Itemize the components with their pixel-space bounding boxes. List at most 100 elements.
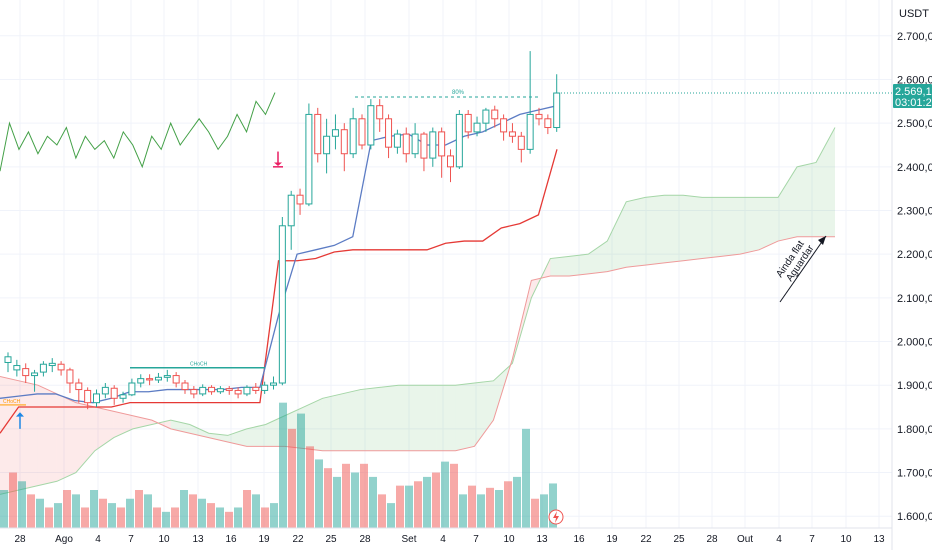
y-tick-label: 1.600,00: [897, 511, 932, 523]
candle-body: [508, 131, 516, 137]
cloud-segment: [75, 402, 95, 473]
cloud-segment: [664, 195, 684, 263]
cloud-segment: [360, 387, 380, 451]
candle-body: [208, 386, 216, 393]
candle-body: [93, 393, 100, 404]
cloud-segment: [569, 254, 589, 277]
x-tick-label: 13: [873, 534, 885, 545]
candle-body: [553, 92, 561, 129]
volume-bar: [531, 498, 539, 528]
candle-body: [420, 133, 428, 159]
x-tick-label: 28: [706, 534, 718, 545]
candle-body: [66, 369, 74, 384]
y-tick-label: 2.200,00: [897, 249, 932, 261]
volume-bar: [261, 507, 269, 528]
cloud-segment: [778, 166, 798, 242]
volume-bar: [414, 481, 422, 528]
conversion-line: [0, 105, 558, 404]
candle-body: [181, 382, 189, 391]
x-tick-label: 10: [158, 534, 170, 545]
volume-bar: [108, 503, 116, 528]
note-arrow-line: [779, 235, 827, 303]
volume-bar: [387, 503, 395, 528]
candle-body: [225, 388, 233, 391]
volume-bar: [27, 494, 35, 528]
volume-bar: [225, 511, 233, 528]
candle-body: [367, 105, 375, 146]
bos-label: CHoCH: [190, 362, 208, 368]
volume-bar: [297, 413, 305, 528]
volume-bar: [126, 498, 134, 528]
cloud-segment: [683, 195, 703, 261]
cloud-segment: [18, 380, 38, 491]
volume-bar: [9, 472, 17, 528]
candle-body: [22, 368, 30, 377]
x-tick-label: 19: [606, 534, 618, 545]
candle-body: [172, 375, 180, 384]
candle-body: [190, 389, 198, 395]
x-tick-label: 25: [325, 534, 337, 545]
candle-body: [128, 382, 136, 396]
note-arrow-head-icon: [818, 236, 826, 245]
candle-body: [402, 133, 410, 155]
candle-body: [491, 109, 499, 120]
countdown-timer: 03:01:24: [895, 97, 932, 109]
cloud-segment: [398, 385, 418, 451]
cloud-lower-line: [0, 236, 835, 452]
candle-body: [57, 363, 65, 371]
candle-body: [84, 389, 92, 404]
volume-bar: [324, 468, 332, 528]
candle-body: [48, 362, 56, 367]
candle-body: [119, 394, 127, 399]
currency-label: USDT: [899, 8, 929, 20]
candle-body: [278, 225, 286, 384]
cloud-segment: [0, 376, 19, 495]
cloud-segment: [816, 127, 835, 237]
volume-bar: [315, 459, 323, 528]
volume-bar: [252, 494, 260, 528]
candle-body: [464, 113, 472, 133]
base-line: [0, 149, 558, 434]
volume-bar: [369, 476, 377, 528]
x-tick-label: 10: [840, 534, 852, 545]
y-tick-label: 2.400,00: [897, 162, 932, 174]
volume-bar: [333, 476, 341, 528]
buy-arrow-head-icon: [16, 412, 24, 417]
lagging-span-line: [0, 92, 276, 172]
candle-body: [154, 376, 162, 381]
candle-body: [526, 113, 534, 150]
x-tick-label: 7: [473, 534, 479, 545]
volume-bar: [207, 503, 215, 528]
low-choch-label: CHoCH: [3, 399, 21, 405]
volume-bar: [477, 494, 485, 528]
x-tick-label: 4: [440, 534, 446, 545]
volume-bar: [495, 490, 503, 528]
x-tick-label: Set: [401, 534, 416, 545]
volume-bar: [504, 481, 512, 528]
volume-bar: [162, 511, 170, 528]
x-tick-label: 22: [292, 534, 304, 545]
x-tick-label: 7: [128, 534, 134, 545]
volume-bar: [378, 494, 386, 528]
candle-body: [4, 356, 12, 363]
cloud-segment: [588, 241, 608, 274]
cloud-segment: [759, 197, 779, 250]
volume-bar: [117, 507, 125, 528]
candle-body: [137, 378, 145, 384]
cloud-segment: [246, 424, 266, 447]
volume-bar: [513, 476, 521, 528]
candle-body: [455, 113, 463, 168]
volume-bar: [459, 494, 467, 528]
candle-body: [447, 155, 454, 168]
candle-body: [163, 375, 171, 378]
candle-body: [544, 118, 552, 129]
candle-body: [385, 118, 393, 148]
candle-body: [287, 194, 295, 227]
volume-bar: [279, 402, 287, 528]
y-tick-label: 2.500,00: [897, 118, 932, 130]
volume-bar: [540, 494, 548, 528]
candle-body: [305, 113, 313, 205]
candle-body: [101, 386, 109, 395]
